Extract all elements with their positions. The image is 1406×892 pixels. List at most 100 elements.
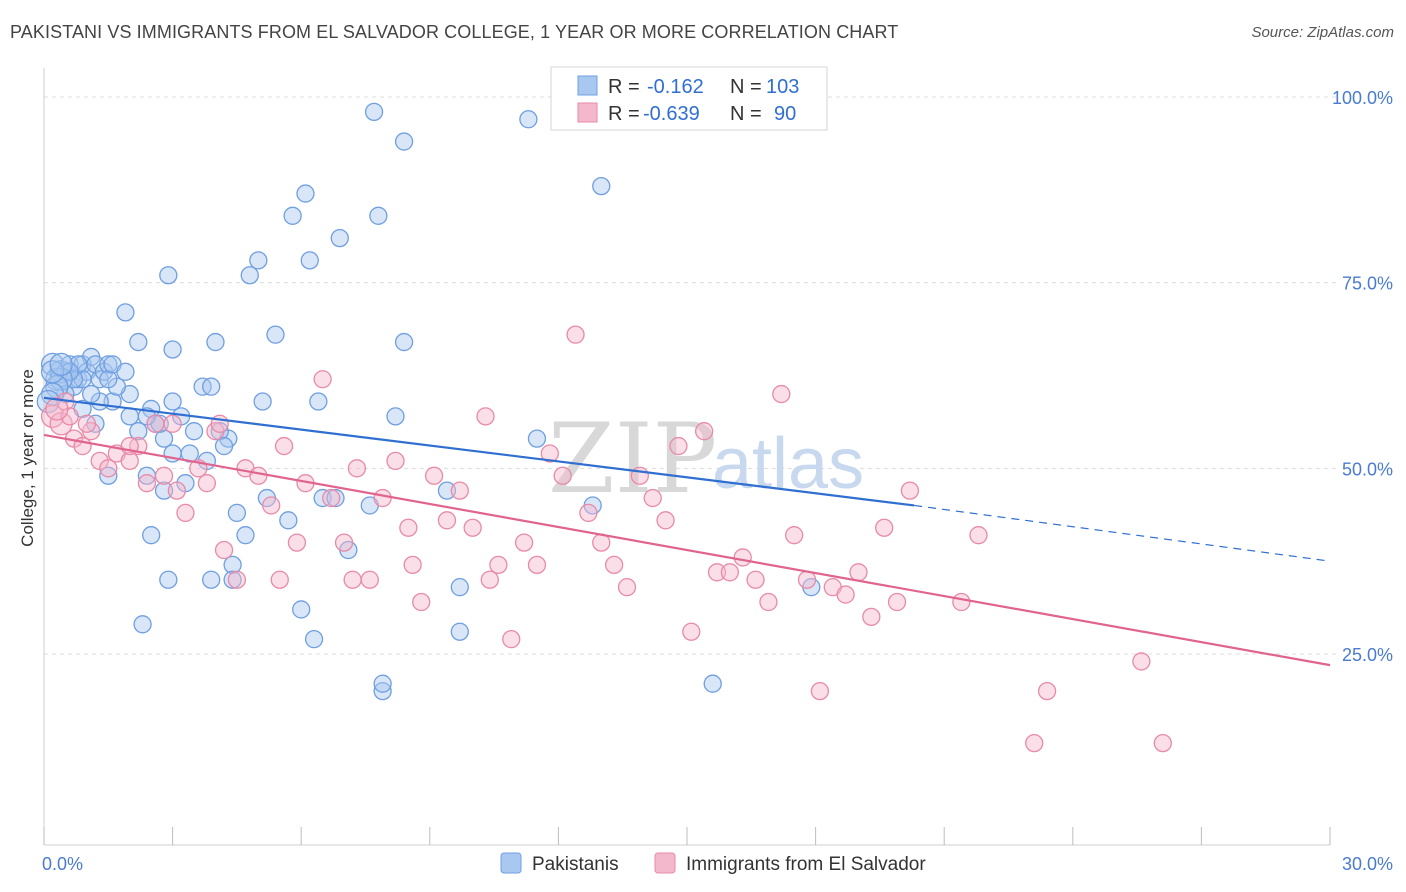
y-tick-label-1: 50.0% [1342, 459, 1393, 479]
point-el-salvador-23 [262, 496, 281, 515]
point-el-salvador-65 [797, 570, 817, 589]
point-el-salvador-78 [1132, 652, 1151, 671]
point-pakistanis-19 [129, 422, 148, 441]
point-pakistanis-80 [214, 436, 234, 456]
point-el-salvador-89 [480, 570, 499, 589]
point-pakistanis-73 [142, 526, 161, 545]
point-pakistanis-101 [116, 362, 135, 381]
x-tick-label-1: 30.0% [1342, 854, 1393, 874]
point-pakistanis-40 [292, 600, 311, 619]
point-el-salvador-1 [49, 412, 73, 436]
point-pakistanis-54 [592, 176, 611, 196]
point-el-salvador-22 [249, 466, 268, 485]
watermark-atlas: atlas [712, 424, 864, 504]
point-el-salvador-30 [347, 459, 367, 478]
bottom-legend-swatch-pakistanis [500, 852, 522, 874]
point-pakistanis-89 [82, 384, 101, 404]
point-pakistanis-62 [369, 206, 388, 225]
point-pakistanis-31 [116, 303, 135, 322]
point-el-salvador-41 [489, 555, 508, 575]
point-el-salvador-42 [502, 629, 521, 649]
legend-r-value-1: -0.162 [647, 76, 704, 98]
legend-n-label-2: N = [730, 103, 762, 125]
point-pakistanis-22 [154, 429, 174, 448]
y-tick-label-2: 75.0% [1342, 274, 1393, 294]
point-el-salvador-48 [579, 503, 598, 523]
point-el-salvador-44 [527, 555, 547, 575]
point-el-salvador-69 [849, 563, 868, 582]
point-el-salvador-79 [1153, 733, 1172, 753]
point-pakistanis-41 [304, 629, 324, 649]
point-el-salvador-15 [176, 503, 195, 523]
data-points [36, 102, 1172, 753]
point-pakistanis-77 [703, 674, 722, 693]
point-el-salvador-72 [887, 592, 907, 612]
point-pakistanis-72 [159, 570, 178, 589]
legend-swatch-pakistanis [577, 75, 598, 96]
point-pakistanis-60 [296, 184, 315, 203]
point-pakistanis-61 [330, 228, 349, 248]
point-el-salvador-77 [1025, 733, 1044, 753]
watermark: ZIP atlas [548, 403, 864, 515]
point-el-salvador-62 [759, 592, 778, 612]
bottom-legend-label-el-salvador: Immigrants from El Salvador [686, 854, 926, 875]
point-el-salvador-24 [274, 436, 294, 456]
point-el-salvador-34 [399, 518, 418, 537]
point-el-salvador-57 [694, 422, 714, 441]
point-pakistanis-74 [133, 615, 152, 634]
legend-n-label-1: N = [730, 76, 762, 98]
y-tick-label-3: 100.0% [1332, 88, 1393, 108]
point-pakistanis-30 [129, 332, 148, 352]
point-el-salvador-45 [540, 444, 559, 463]
point-pakistanis-55 [364, 102, 384, 122]
point-el-salvador-86 [270, 570, 289, 589]
point-pakistanis-63 [300, 251, 319, 270]
point-pakistanis-57 [249, 251, 268, 270]
point-el-salvador-68 [836, 585, 855, 604]
point-pakistanis-56 [519, 110, 538, 129]
point-el-salvador-37 [437, 511, 457, 530]
point-pakistanis-35 [236, 526, 255, 545]
trend-line-el-salvador [43, 433, 1331, 667]
legend-bottom: Pakistanis Immigrants from El Salvador [500, 852, 926, 875]
point-el-salvador-9 [120, 451, 139, 471]
y-tick-label-0: 25.0% [1342, 645, 1393, 665]
point-pakistanis-27 [202, 377, 221, 396]
point-el-salvador-80 [60, 407, 79, 426]
point-el-salvador-76 [1037, 681, 1057, 701]
point-pakistanis-51 [450, 622, 469, 641]
legend-swatch-el-salvador [577, 102, 598, 123]
point-pakistanis-79 [210, 422, 229, 441]
point-pakistanis-48 [394, 132, 414, 151]
point-pakistanis-39 [279, 511, 298, 530]
legend-top: R = -0.162 N = 103 R = -0.639 N = 90 [550, 66, 828, 131]
grid-lines [44, 96, 1340, 655]
point-pakistanis-25 [184, 422, 204, 441]
point-el-salvador-38 [450, 481, 469, 500]
trend-line-pakistanis [43, 396, 915, 507]
chart-source: Source: ZipAtlas.com [1251, 24, 1394, 41]
point-el-salvador-53 [643, 488, 662, 508]
point-el-salvador-36 [424, 466, 444, 485]
point-el-salvador-12 [146, 414, 165, 433]
point-pakistanis-18 [120, 407, 139, 426]
legend-n-value-1: 103 [766, 76, 799, 98]
point-el-salvador-33 [386, 451, 405, 471]
point-el-salvador-60 [733, 548, 752, 567]
y-axis-label: College, 1 year or more [18, 369, 37, 547]
point-pakistanis-23 [163, 392, 182, 411]
point-el-salvador-58 [707, 563, 727, 582]
point-el-salvador-40 [476, 407, 495, 426]
point-el-salvador-31 [360, 570, 379, 589]
legend-r-label-2: R = [608, 103, 640, 125]
point-pakistanis-47 [394, 332, 414, 352]
point-pakistanis-69 [223, 555, 242, 575]
point-el-salvador-50 [604, 555, 624, 575]
point-el-salvador-47 [566, 325, 585, 344]
point-pakistanis-28 [206, 332, 225, 352]
legend-r-label-1: R = [608, 76, 640, 98]
point-pakistanis-13 [99, 355, 118, 374]
point-el-salvador-28 [322, 488, 341, 508]
point-el-salvador-59 [720, 563, 740, 582]
point-el-salvador-87 [343, 570, 362, 589]
